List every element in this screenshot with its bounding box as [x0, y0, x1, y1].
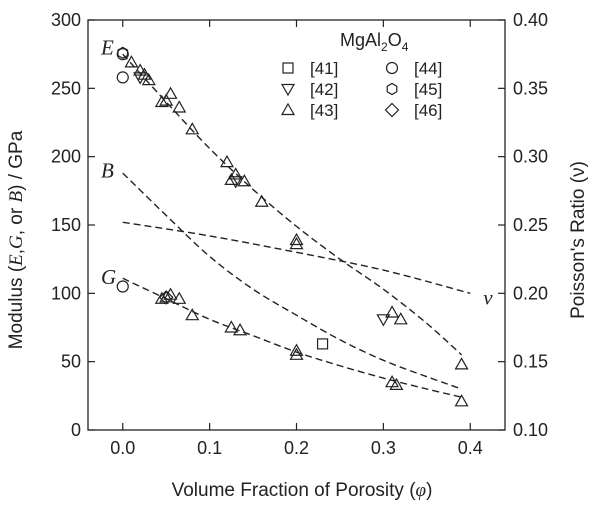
y-tick-label: 250	[51, 78, 81, 98]
legend-label: [45]	[414, 80, 442, 99]
fit-curves	[122, 53, 471, 398]
y2-tick-label: 0.10	[513, 420, 548, 440]
y-tick-label: 100	[51, 283, 81, 303]
legend-marker-diamond	[384, 102, 400, 118]
curve-label: E	[100, 35, 114, 59]
fit-curve-G	[122, 277, 462, 398]
y-tick-label: 0	[71, 420, 81, 440]
data-point-triangle-down	[133, 72, 148, 85]
legend-label: [42]	[310, 80, 338, 99]
data-point-triangle-up	[172, 291, 187, 304]
data-point-triangle-up	[185, 307, 200, 321]
y-tick-label: 150	[51, 215, 81, 235]
legend-marker-circle	[385, 61, 399, 75]
legend-marker-triangle-up	[280, 102, 296, 116]
plot-frame	[87, 19, 506, 431]
data-point-triangle-up	[159, 93, 174, 106]
legend-marker-hexagon	[386, 82, 398, 96]
y-axis-title: Modulus (E,G, or B) / GPa	[6, 130, 27, 349]
fit-curve-E	[122, 53, 463, 356]
curve-label: G	[101, 265, 116, 289]
data-point-triangle-up	[289, 347, 304, 360]
data-point-circle	[116, 48, 129, 61]
plot-area	[87, 19, 506, 431]
data-point-triangle-down	[376, 314, 391, 327]
curve-label: B	[101, 158, 114, 182]
data-point-triangle-up	[454, 357, 469, 370]
x-tick-label: 0.0	[110, 438, 135, 458]
data-point-triangle-up	[124, 55, 139, 68]
y2-tick-label: 0.25	[513, 215, 548, 235]
x-tick-label: 0.1	[197, 438, 222, 458]
data-point-triangle-up	[393, 312, 408, 325]
y-tick-label: 50	[61, 352, 81, 372]
y-tick-label: 200	[51, 147, 81, 167]
legend-label: [43]	[310, 101, 338, 120]
data-point-triangle-up	[163, 86, 178, 99]
data-points	[116, 46, 469, 407]
y2-tick-label: 0.15	[513, 352, 548, 372]
y2-axis-title: Poisson's Ratio (ν)	[568, 161, 589, 319]
legend-label: [44]	[414, 59, 442, 78]
y2-tick-label: 0.20	[513, 283, 548, 303]
legend-marker-triangle-down	[280, 83, 296, 97]
data-point-triangle-up	[154, 94, 169, 108]
data-point-triangle-up	[224, 320, 239, 333]
data-point-triangle-up	[254, 194, 269, 207]
data-point-triangle-up	[141, 72, 156, 86]
y-tick-label: 300	[51, 10, 81, 30]
data-point-triangle-up	[289, 236, 304, 250]
y2-tick-label: 0.40	[513, 10, 548, 30]
legend: MgAl2O4 [41] [44] [42] [45] [43] [46]	[280, 30, 442, 120]
data-point-triangle-up	[232, 323, 248, 336]
data-point-triangle-up	[172, 100, 187, 113]
fit-curve-B	[122, 172, 462, 390]
data-point-triangle-up	[219, 154, 235, 168]
data-point-triangle-up	[137, 67, 152, 80]
legend-label: [46]	[414, 101, 442, 120]
data-point-circle	[116, 71, 129, 84]
data-point-triangle-up	[289, 232, 304, 246]
data-point-triangle-up	[237, 174, 252, 187]
legend-label: [41]	[310, 59, 338, 78]
data-point-triangle-down	[228, 176, 243, 189]
y2-tick-label: 0.35	[513, 78, 548, 98]
data-point-triangle-up	[289, 343, 304, 356]
x-tick-label: 0.2	[284, 438, 309, 458]
fit-curve-poisson	[122, 221, 471, 295]
x-axis-title: Volume Fraction of Porosity (φ)	[172, 480, 433, 501]
axis-ticks: 0.0 0.1 0.2 0.3 0.40501001502002503000.100.1…	[51, 10, 548, 458]
curve-labels: E B Gν	[100, 35, 493, 309]
x-tick-label: 0.4	[458, 438, 483, 458]
legend-items: [41] [44] [42] [45] [43] [46]	[280, 59, 442, 120]
data-point-triangle-up	[454, 394, 469, 407]
data-point-circle	[116, 280, 129, 293]
y2-tick-label: 0.30	[513, 147, 548, 167]
legend-title: MgAl2O4	[340, 30, 409, 54]
data-point-triangle-up	[385, 305, 400, 318]
data-point-triangle-up	[159, 290, 174, 303]
data-point-square	[316, 338, 329, 350]
curve-label: ν	[483, 285, 493, 309]
data-point-hexagon	[117, 46, 129, 59]
data-point-diamond	[158, 290, 174, 305]
legend-marker-square	[282, 62, 294, 74]
data-point-triangle-up	[228, 167, 243, 180]
x-tick-label: 0.3	[371, 438, 396, 458]
data-point-triangle-up	[185, 122, 200, 135]
data-point-triangle-up	[389, 377, 404, 390]
